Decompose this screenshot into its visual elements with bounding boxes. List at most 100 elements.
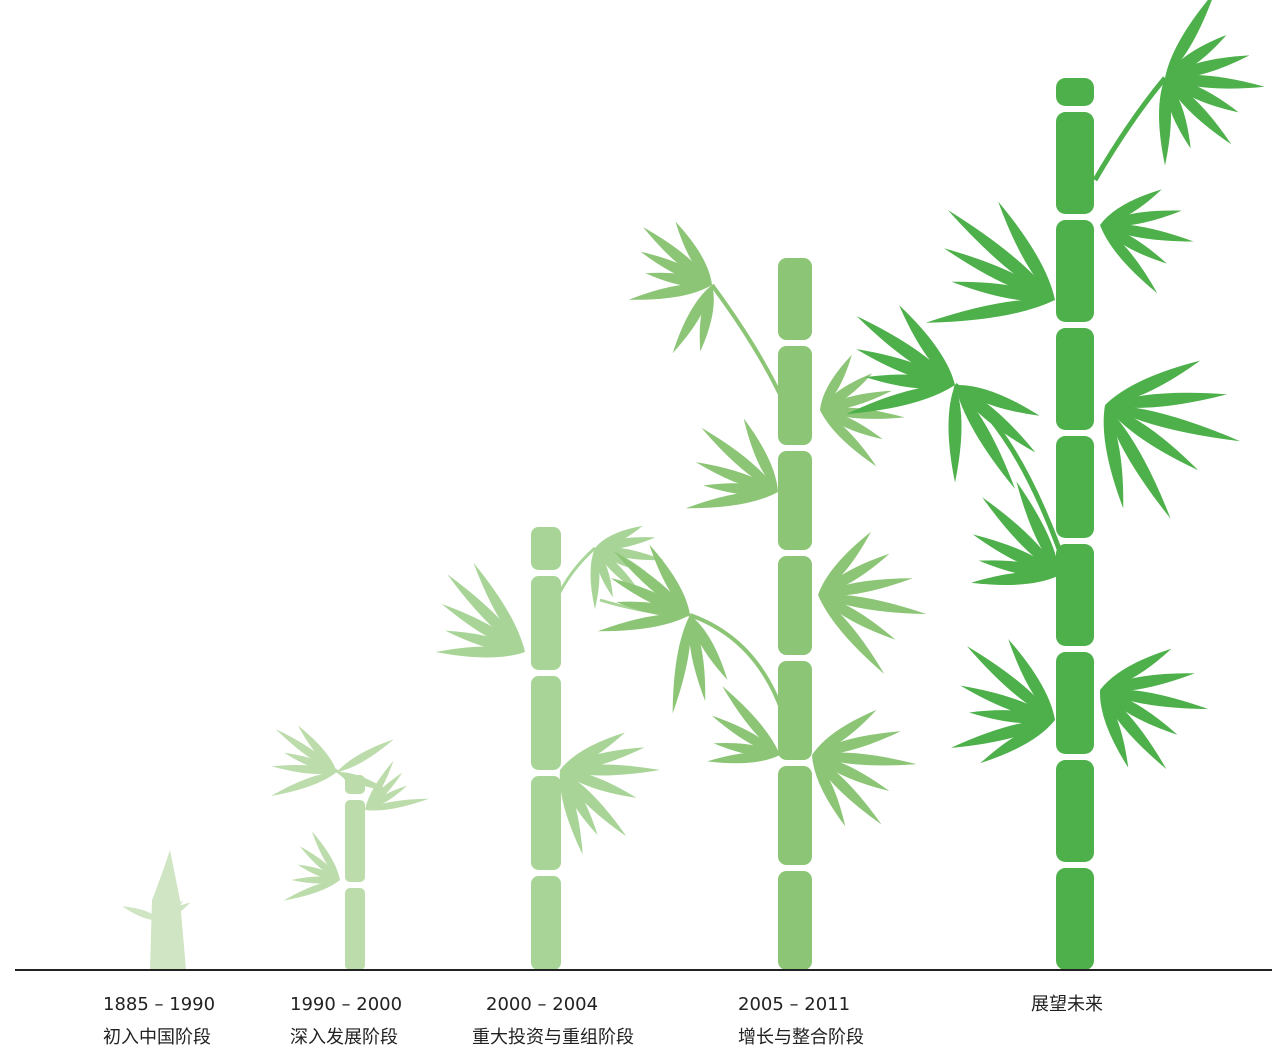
leaf [297,725,337,772]
leaf [818,595,885,674]
leaf [1164,78,1191,149]
leaf [675,221,712,285]
leaf [1100,224,1194,242]
leaf [1105,405,1171,519]
leaf [722,686,780,755]
branch [1092,76,1167,182]
leaf [820,410,877,467]
stalk-segment [778,258,812,340]
leaf [960,685,1055,720]
leaf [649,544,690,615]
leaf [846,384,955,415]
leaf [1100,690,1167,769]
leaf [1100,210,1182,227]
leaf [1100,189,1162,225]
leaf [812,755,846,827]
leaf [955,384,1040,416]
leaf [1008,639,1055,720]
stalk-segment [531,676,561,770]
leaf [1159,78,1171,166]
leaf [560,764,660,776]
stalk-segment [778,661,812,760]
leaf [1100,648,1172,690]
stalk-segment [778,871,812,970]
leaf [970,571,1060,585]
stalk-segment [1056,868,1094,970]
leaf [1165,34,1227,78]
stalk-segment [1056,112,1094,214]
leaf [365,798,430,811]
leaf [1100,689,1209,710]
leaf [594,548,613,598]
leaf [590,548,600,610]
leaf [812,731,901,756]
stalk-segment [1056,78,1094,106]
leaf [812,755,882,825]
leaf [297,864,340,881]
leaf [1100,225,1167,264]
leaf [743,418,778,492]
stalk-segment [1056,328,1094,430]
leaf [818,595,896,640]
stage-label: 增长与整合阶段 [738,1027,864,1048]
stalk-segment [778,766,812,865]
leaf [441,603,525,652]
leaf [812,755,890,792]
leaf [1103,405,1124,509]
leaf [950,719,1055,748]
leaf [818,594,927,615]
leaf [365,772,403,810]
stalk-segment [1056,652,1094,754]
leaf [688,615,706,702]
leaf [597,614,690,632]
leaf [820,373,873,410]
leaf [966,646,1055,720]
leaf [820,390,892,411]
stage-label: 初入中国阶段 [103,1027,211,1048]
stage-label: 重大投资与重组阶段 [472,1027,634,1048]
leaf [275,728,337,772]
leaf [447,574,525,652]
leaf [595,548,642,595]
leaf [560,769,637,798]
leaf [1016,481,1060,575]
leaf [160,902,191,920]
leaf [270,772,337,797]
leaf [856,316,955,385]
leaf [1165,55,1250,79]
leaf [820,354,852,410]
stalk-segment [531,776,561,870]
leaf [613,550,690,615]
leaf [685,491,778,509]
leaf [1100,673,1195,692]
leaf [695,462,778,492]
leaf [982,497,1060,575]
stage-period: 1990 – 2000 [290,994,402,1015]
leaf [812,709,877,755]
leaf [616,601,690,617]
leaf [820,410,883,440]
stalk-segment [1056,760,1094,862]
leaf [1099,690,1129,768]
leaf [818,578,913,596]
leaf [299,846,340,880]
leaf [948,385,962,483]
leaf [122,906,160,921]
leaf [980,720,1055,764]
leaf [955,385,1036,453]
leaf [283,880,340,901]
leaf [947,210,1055,300]
leaf [672,285,712,354]
leaf [972,534,1060,575]
leaf [1105,405,1199,471]
leaf [955,385,1015,489]
leaf [610,578,690,615]
leaf [701,427,778,492]
leaf [1100,225,1158,294]
leaf [998,201,1055,300]
leaf [595,547,664,561]
leaf [311,831,340,880]
bamboo-illustrations [122,0,1265,970]
branch [554,546,596,601]
